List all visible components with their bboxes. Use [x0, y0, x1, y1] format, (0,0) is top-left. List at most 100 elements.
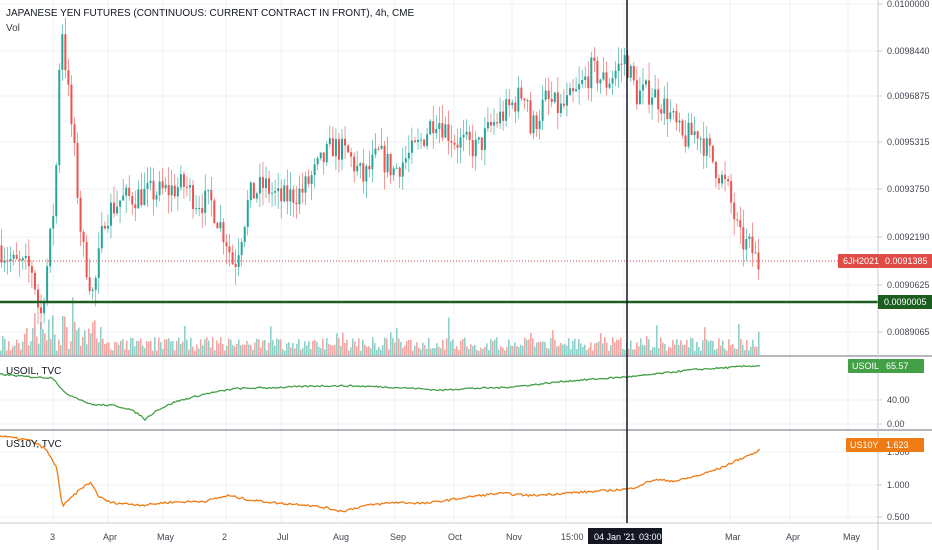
candle-body: [304, 176, 307, 193]
candle-body: [708, 138, 711, 146]
volume-bar: [754, 346, 756, 355]
candle-body: [505, 99, 508, 121]
candle-body: [152, 180, 155, 200]
volume-bar: [544, 342, 546, 355]
volume-bar: [648, 339, 650, 355]
candle-body: [103, 225, 106, 229]
candle-body: [46, 266, 49, 303]
candle-body: [407, 152, 410, 159]
volume-bar: [112, 350, 114, 355]
volume-bar: [750, 346, 752, 355]
volume-bar: [156, 350, 158, 355]
candle-body: [204, 190, 207, 213]
volume-bar: [126, 340, 128, 355]
candle-body: [502, 111, 505, 121]
candle-body: [274, 191, 277, 193]
volume-bar: [562, 344, 564, 355]
volume-bar: [326, 338, 328, 355]
usoil-line: [0, 364, 761, 422]
volume-bar: [702, 340, 704, 355]
candle-body: [493, 122, 495, 126]
volume-bar: [458, 349, 460, 355]
volume-bar: [340, 345, 342, 355]
candle-body: [316, 158, 319, 165]
candle-body: [392, 168, 395, 176]
volume-bar: [26, 328, 28, 355]
volume-bars: [0, 297, 760, 355]
usoil-price-axis[interactable]: 40.00 0.00: [878, 395, 910, 429]
volume-bar: [758, 331, 760, 355]
volume-bar: [252, 349, 254, 355]
candle-body: [584, 76, 587, 80]
candle-body: [675, 111, 678, 123]
volume-bar: [616, 339, 618, 355]
candle-body: [426, 134, 429, 146]
volume-bar: [384, 337, 386, 355]
volume-bar: [640, 338, 642, 355]
volume-bar: [386, 338, 388, 355]
volume-bar: [574, 338, 576, 355]
candle-body: [401, 162, 404, 177]
volume-bar: [206, 337, 208, 355]
candle-body: [620, 63, 623, 65]
main-price-axis[interactable]: 0.0100000 0.0098440 0.0096875 0.0095315 …: [878, 0, 930, 337]
volume-bar: [528, 339, 530, 355]
candle-body: [79, 197, 82, 232]
price-tick: 0.0098440: [887, 46, 930, 56]
volume-bar: [328, 344, 330, 355]
volume-bar: [442, 339, 444, 355]
volume-bar: [146, 341, 148, 355]
candle-body: [331, 138, 334, 157]
candle-body: [261, 177, 264, 188]
volume-bar: [242, 344, 244, 355]
time-axis[interactable]: 3 Apr May 2 Jul Aug Sep Oct Nov 15:00 Ma…: [50, 528, 861, 544]
volume-bar: [288, 342, 290, 355]
volume-bar: [236, 344, 238, 355]
volume-bar: [434, 348, 436, 355]
candle-body: [258, 177, 261, 194]
volume-bar: [550, 338, 552, 355]
volume-bar: [244, 344, 246, 355]
volume-bar: [130, 337, 132, 355]
volume-bar: [352, 338, 354, 355]
candle-body: [201, 207, 204, 213]
time-tick: Mar: [725, 532, 741, 542]
volume-bar: [316, 341, 318, 355]
volume-bar: [20, 349, 22, 355]
time-tick: Sep: [390, 532, 406, 542]
volume-bar: [150, 340, 152, 355]
volume-bar: [114, 341, 116, 355]
candle-body: [724, 174, 727, 180]
volume-bar: [668, 346, 670, 355]
candle-body: [423, 139, 426, 146]
crosshair-date: 04 Jan '21: [594, 532, 635, 542]
volume-bar: [704, 327, 706, 355]
usoil-pane-title: USOIL, TVC: [6, 366, 61, 377]
volume-bar: [332, 345, 334, 355]
volume-bar: [336, 333, 338, 355]
us10y-price-axis[interactable]: 1.500 1.000 0.500: [878, 447, 910, 522]
candle-body: [328, 138, 331, 145]
volume-bar: [296, 344, 298, 355]
candle-body: [717, 178, 720, 184]
candle-body: [164, 184, 167, 189]
candle-body: [514, 102, 517, 112]
candle-body: [255, 193, 258, 199]
volume-bar: [464, 337, 466, 355]
candle-body: [52, 216, 55, 229]
volume-bar: [140, 338, 142, 355]
volume-bar: [210, 347, 212, 355]
time-tick: Nov: [506, 532, 523, 542]
volume-bar: [176, 340, 178, 355]
volume-bar: [64, 316, 66, 355]
volume-bar: [594, 343, 596, 355]
volume-bar: [86, 344, 88, 355]
time-tick: Oct: [448, 532, 463, 542]
time-tick: Apr: [786, 532, 800, 542]
candle-body: [593, 57, 596, 61]
yen-futures-candles: [0, 17, 760, 330]
volume-bar: [300, 349, 302, 355]
volume-bar: [168, 338, 170, 355]
volume-bar: [700, 350, 702, 355]
